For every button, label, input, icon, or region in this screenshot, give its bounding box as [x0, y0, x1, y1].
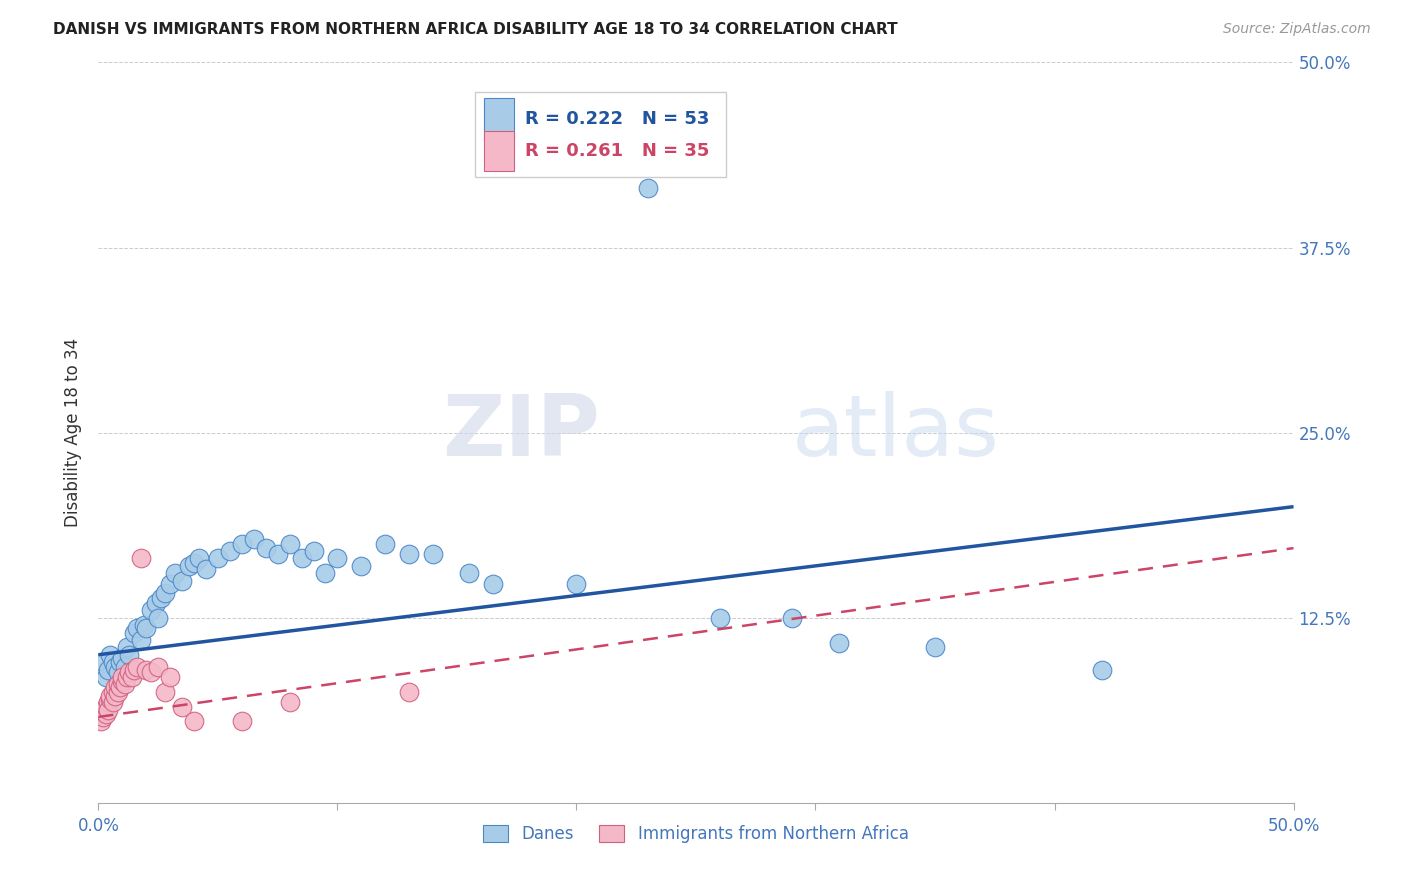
FancyBboxPatch shape [485, 98, 515, 138]
Point [91, 655, 114, 669]
Point [350, 558, 373, 573]
Point [131, 551, 153, 566]
Point [709, 610, 731, 624]
Point [107, 665, 129, 680]
Text: atlas: atlas [792, 391, 1000, 475]
Point [107, 685, 129, 699]
Point [98, 689, 122, 703]
Point [101, 655, 124, 669]
Legend: Danes, Immigrants from Northern Africa: Danes, Immigrants from Northern Africa [477, 819, 915, 850]
Point [121, 670, 143, 684]
Point [565, 576, 588, 591]
Point [115, 670, 138, 684]
Point [219, 544, 242, 558]
Y-axis label: Disability Age 18 to 34: Disability Age 18 to 34 [65, 338, 83, 527]
Point [924, 640, 946, 655]
Point [118, 665, 141, 680]
Point [231, 714, 253, 729]
Point [111, 670, 134, 684]
Point [187, 551, 209, 566]
Text: DANISH VS IMMIGRANTS FROM NORTHERN AFRICA DISABILITY AGE 18 TO 34 CORRELATION CH: DANISH VS IMMIGRANTS FROM NORTHERN AFRIC… [53, 22, 898, 37]
Point [125, 621, 148, 635]
Point [267, 547, 290, 561]
Point [125, 659, 148, 673]
Point [315, 566, 337, 581]
Point [183, 556, 205, 570]
Point [780, 610, 803, 624]
Point [637, 181, 659, 195]
Point [374, 536, 396, 550]
Point [183, 714, 205, 729]
Point [302, 544, 325, 558]
Point [94, 699, 117, 714]
Point [104, 659, 127, 673]
Point [1091, 663, 1114, 677]
Point [98, 648, 122, 662]
Point [172, 574, 194, 588]
Point [135, 621, 157, 635]
Point [115, 640, 138, 655]
Point [94, 670, 117, 684]
Text: R = 0.222   N = 53: R = 0.222 N = 53 [524, 110, 710, 128]
Point [124, 663, 146, 677]
Point [97, 695, 120, 709]
Point [91, 710, 114, 724]
Point [148, 659, 170, 673]
FancyBboxPatch shape [475, 92, 725, 178]
Point [124, 625, 146, 640]
Point [132, 618, 155, 632]
Point [195, 562, 218, 576]
Point [159, 670, 181, 684]
Point [91, 704, 114, 718]
Point [278, 536, 301, 550]
Point [104, 681, 127, 695]
Point [114, 659, 136, 673]
Point [398, 547, 420, 561]
Point [149, 591, 172, 606]
Point [101, 685, 124, 699]
Point [111, 650, 134, 665]
Point [135, 663, 157, 677]
Point [148, 610, 170, 624]
Point [243, 533, 266, 547]
Point [159, 576, 181, 591]
Point [481, 576, 505, 591]
Point [98, 692, 122, 706]
Point [97, 663, 120, 677]
Point [207, 551, 229, 566]
Point [145, 596, 167, 610]
FancyBboxPatch shape [485, 130, 515, 171]
Point [458, 566, 481, 581]
Point [101, 695, 124, 709]
Point [104, 689, 127, 703]
Point [139, 603, 162, 617]
Point [398, 685, 420, 699]
Point [107, 677, 129, 691]
Text: ZIP: ZIP [443, 391, 600, 475]
Point [163, 566, 186, 581]
Point [111, 674, 134, 689]
Point [118, 648, 141, 662]
Point [97, 702, 120, 716]
Point [172, 699, 194, 714]
Point [231, 536, 253, 550]
Point [326, 551, 349, 566]
Text: Source: ZipAtlas.com: Source: ZipAtlas.com [1223, 22, 1371, 37]
Point [179, 558, 201, 573]
Point [422, 547, 444, 561]
Point [828, 636, 851, 650]
Point [155, 585, 177, 599]
Point [108, 681, 131, 695]
Point [254, 541, 277, 555]
Point [139, 665, 162, 680]
Point [114, 677, 136, 691]
Point [108, 655, 131, 669]
Point [90, 714, 112, 729]
Text: R = 0.261   N = 35: R = 0.261 N = 35 [524, 143, 710, 161]
Point [94, 706, 117, 721]
Point [291, 551, 314, 566]
Point [131, 632, 153, 647]
Point [155, 685, 177, 699]
Point [278, 695, 301, 709]
